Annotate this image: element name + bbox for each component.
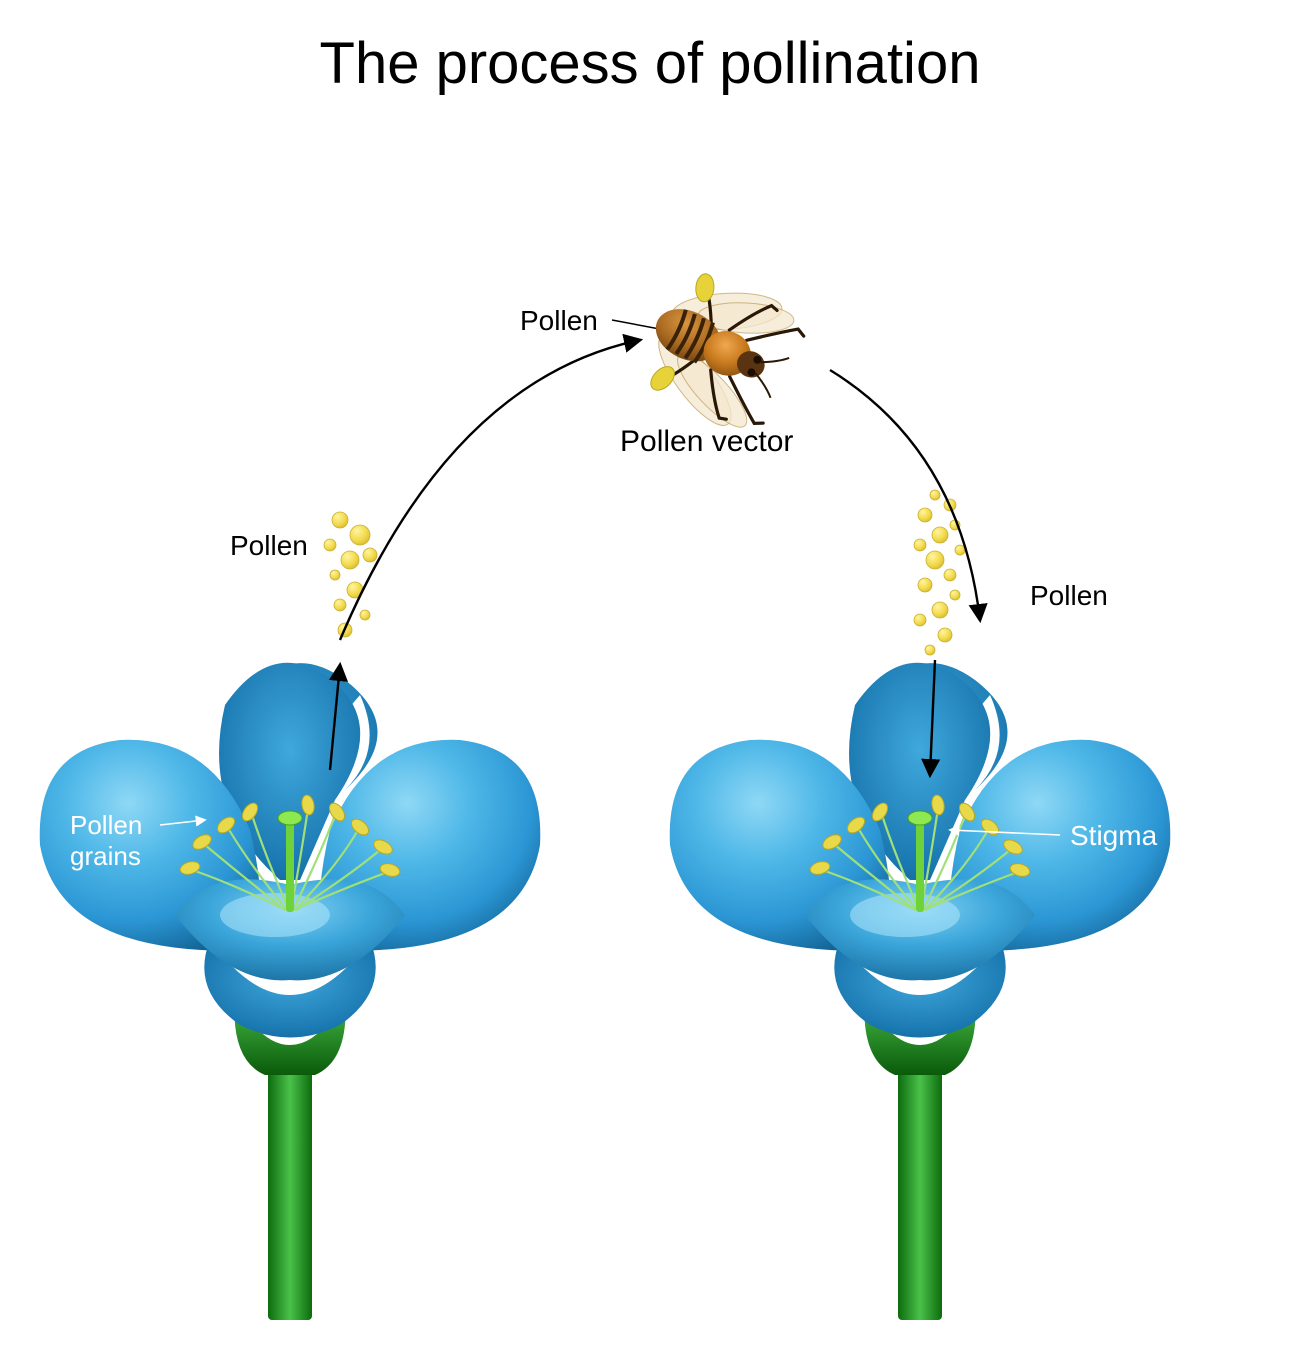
diagram-canvas bbox=[0, 0, 1300, 1352]
label-stigma: Stigma bbox=[1070, 820, 1157, 852]
bee-icon bbox=[624, 249, 817, 452]
label-pollen-vector: Pollen vector bbox=[620, 425, 793, 459]
label-pollen-grains: Pollen grains bbox=[70, 810, 142, 872]
pollen-cloud-right bbox=[914, 490, 965, 655]
label-pollen-left: Pollen bbox=[230, 530, 308, 562]
label-pollen-right: Pollen bbox=[1030, 580, 1108, 612]
flowers bbox=[40, 663, 1171, 1320]
label-pollen-bee: Pollen bbox=[520, 305, 598, 337]
